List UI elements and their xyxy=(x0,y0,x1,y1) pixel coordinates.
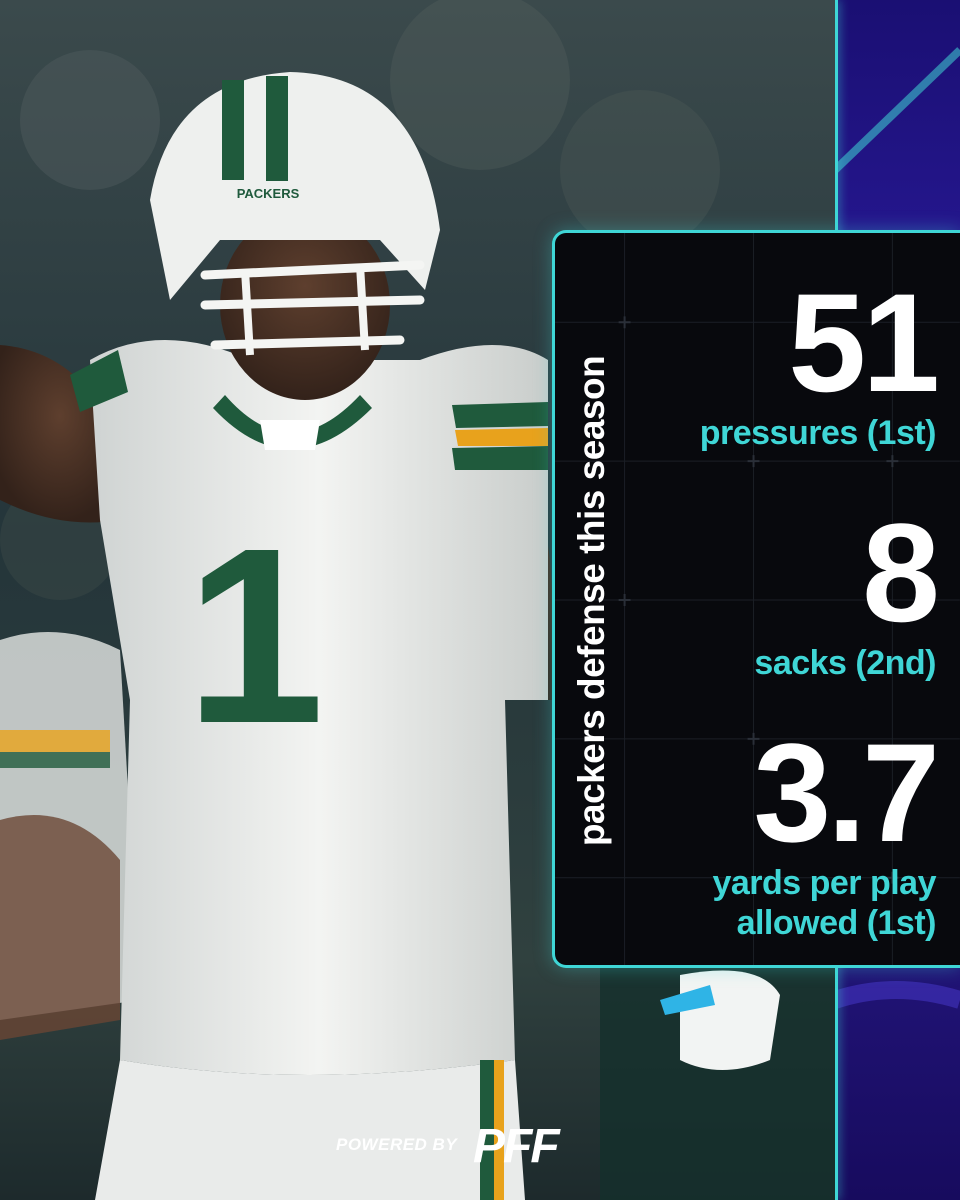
stat-value: 8 xyxy=(862,494,940,651)
jersey-number: 1 xyxy=(185,496,324,775)
svg-text:PFF: PFF xyxy=(473,1122,561,1168)
powered-by-text: POWERED BY xyxy=(336,1135,458,1154)
stat-label: yards per play xyxy=(712,864,936,902)
footer-branding: POWERED BY PFF xyxy=(336,1122,631,1168)
stripe-glow xyxy=(835,47,960,1009)
stat-pressures: 51 pressures (1st) xyxy=(699,264,940,453)
stat-label: allowed (1st) xyxy=(736,904,937,942)
panel-title-text: packers defense this season xyxy=(571,355,612,847)
helmet-text: PACKERS xyxy=(237,186,300,201)
stat-label: pressures (1st) xyxy=(699,414,937,452)
stat-yards-per-play: 3.7 yards per play allowed (1st) xyxy=(712,714,940,943)
panel-grid xyxy=(555,233,960,965)
stat-sacks: 8 sacks (2nd) xyxy=(754,494,940,683)
stat-value: 3.7 xyxy=(753,714,940,871)
stat-label: sacks (2nd) xyxy=(754,644,936,682)
stat-value: 51 xyxy=(788,264,940,421)
pff-logo: PFF xyxy=(473,1122,563,1168)
stats-panel: packers defense this season 51 pressures… xyxy=(552,230,960,968)
